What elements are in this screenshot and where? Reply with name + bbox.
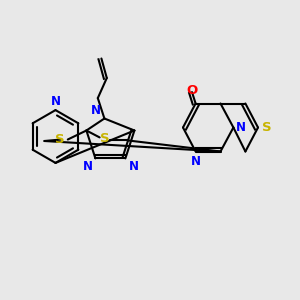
Text: O: O: [186, 84, 198, 97]
Text: N: N: [190, 155, 201, 168]
Text: N: N: [83, 160, 93, 173]
Text: S: S: [262, 121, 271, 134]
Text: N: N: [236, 121, 246, 134]
Text: N: N: [129, 160, 139, 173]
Text: S: S: [100, 132, 110, 146]
Text: N: N: [50, 95, 61, 108]
Text: N: N: [91, 104, 101, 117]
Text: S: S: [55, 133, 64, 146]
